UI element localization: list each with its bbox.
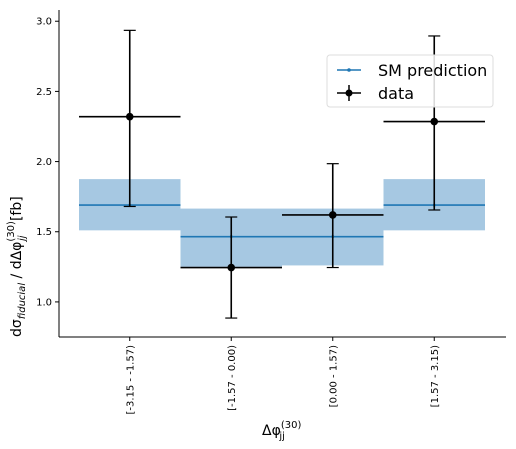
legend: SM prediction data (326, 54, 494, 108)
y-tick-label-1: 1.5 (36, 227, 52, 238)
data-point-0 (125, 112, 134, 121)
legend-data-label: data (378, 84, 414, 103)
y-tick-label-2: 2.0 (36, 157, 52, 168)
x-ticks: [-3.15 - -1.57) [-1.57 - 0.00) [0.00 - 1.5… (125, 337, 441, 415)
y-axis-label: dσfiducial / dΔφ(30)jj [fb] (6, 196, 28, 337)
y-tick-label-4: 3.0 (36, 17, 52, 28)
x-tick-label-3: [1.57 - 3.15) (430, 345, 441, 407)
data-point-3 (430, 117, 439, 126)
x-tick-label-0: [-3.15 - -1.57) (125, 345, 136, 415)
x-tick-label-2: [0.00 - 1.57) (328, 345, 339, 407)
sm-bands (79, 179, 485, 267)
axes (58, 10, 506, 338)
legend-box (326, 54, 494, 108)
x-axis-label-sub: jj (278, 431, 285, 442)
y-axis-label-suffix: [fb] (9, 196, 25, 225)
x-tick-label-1: [-1.57 - 0.00) (227, 345, 238, 411)
y-axis-label-sub1: fiducial (17, 283, 28, 320)
legend-sm-label: SM prediction (378, 61, 487, 80)
y-axis-label-middle: / dΔφ (9, 242, 25, 283)
y-tick-label-0: 1.0 (36, 297, 52, 308)
legend-data-marker (337, 85, 361, 101)
x-axis-label: Δφ(30) jj (262, 420, 301, 442)
legend-sm-marker (337, 68, 361, 72)
y-axis-label-sup2: (30) (6, 221, 17, 242)
y-axis-label-sub2: jj (17, 235, 28, 243)
data-point-2 (328, 211, 337, 219)
data-point-1 (227, 263, 236, 272)
x-axis-label-sup: (30) (281, 420, 302, 431)
y-tick-label-3: 2.5 (36, 87, 52, 98)
y-ticks: 1.0 1.5 2.0 2.5 3.0 (36, 17, 59, 308)
